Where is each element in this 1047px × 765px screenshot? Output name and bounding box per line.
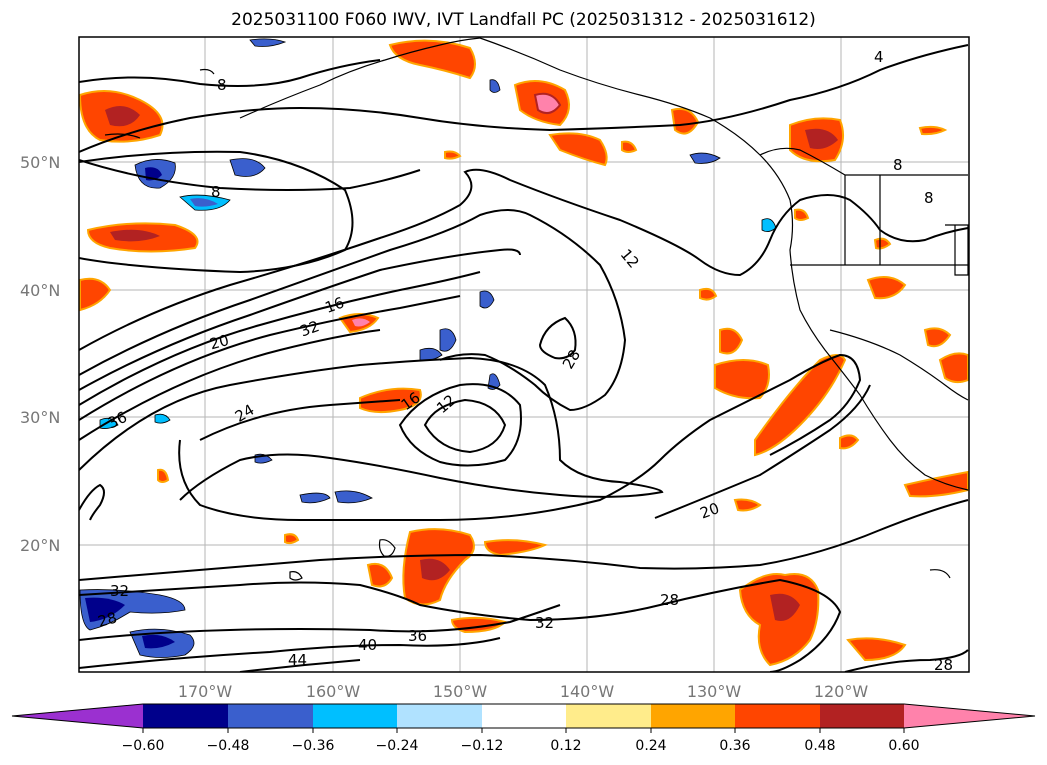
- lon-label: 120°W: [814, 682, 869, 701]
- lat-label: 30°N: [20, 408, 60, 427]
- contour-label: 28: [934, 656, 953, 674]
- map-panel: 4 8 8 8 8 12 12 16 16 20 20 24 28 28 28 …: [78, 36, 970, 674]
- lon-label: 140°W: [560, 682, 615, 701]
- colorbar-tick-label: 0.24: [635, 738, 666, 754]
- contour-label: 32: [535, 614, 554, 632]
- contour-label: 32: [110, 582, 129, 600]
- colorbar-tick-label: −0.48: [207, 738, 250, 754]
- colorbar-segment: [820, 704, 904, 728]
- contour-label: 8: [893, 156, 903, 174]
- contour-label: 4: [874, 48, 884, 66]
- contour-label: 16: [323, 293, 347, 316]
- colorbar-tick-label: −0.24: [376, 738, 419, 754]
- contour-label: 8: [211, 183, 221, 201]
- lat-label: 20°N: [20, 536, 60, 555]
- contour-label: 20: [698, 499, 722, 522]
- colorbar-segment: [566, 704, 651, 728]
- colorbar-tick-label: 0.12: [550, 738, 581, 754]
- colorbar-tick-label: 0.60: [888, 738, 919, 754]
- colorbar-segment: [651, 704, 735, 728]
- colorbar-tick-label: −0.60: [122, 738, 165, 754]
- map-frame: [78, 36, 970, 673]
- colorbar-segment: [12, 704, 143, 728]
- map-title: 2025031100 F060 IWV, IVT Landfall PC (20…: [231, 10, 816, 30]
- longitude-labels: 170°W 160°W 150°W 140°W 130°W 120°W: [178, 682, 869, 701]
- latitude-labels: 50°N 40°N 30°N 20°N: [20, 153, 60, 555]
- colorbar-segment: [482, 704, 566, 728]
- colorbar-tick-label: −0.36: [292, 738, 335, 754]
- positive-anomaly-patches: [79, 39, 969, 667]
- lat-label: 40°N: [20, 281, 60, 300]
- lon-label: 160°W: [306, 682, 361, 701]
- colorbar-tick-label: 0.36: [719, 738, 750, 754]
- contour-label: 44: [288, 651, 307, 669]
- colorbar-segment: [228, 704, 313, 728]
- colorbar-segment: [735, 704, 820, 728]
- lon-label: 170°W: [178, 682, 233, 701]
- contour-label: 32: [298, 317, 322, 340]
- lat-label: 50°N: [20, 153, 60, 172]
- negative-anomaly-patches: [79, 38, 777, 658]
- contour-label: 28: [96, 609, 119, 631]
- contour-label: 8: [924, 189, 934, 207]
- colorbar-tick-label: −0.12: [461, 738, 504, 754]
- iwv-contours: [79, 44, 969, 672]
- contour-label: 36: [408, 627, 427, 645]
- contour-label: 20: [208, 331, 231, 353]
- colorbar-segment: [397, 704, 482, 728]
- colorbar-segment: [313, 704, 397, 728]
- lon-label: 130°W: [687, 682, 742, 701]
- contour-label: 28: [660, 591, 679, 609]
- contour-label: 40: [358, 636, 377, 654]
- colorbar-segment: [143, 704, 228, 728]
- colorbar: −0.60 −0.48 −0.36 −0.24 −0.12 0.12 0.24 …: [11, 703, 1036, 754]
- colorbar-tick-label: 0.48: [804, 738, 835, 754]
- contour-label: 8: [217, 76, 227, 94]
- colorbar-segment: [904, 704, 1035, 728]
- lon-label: 150°W: [433, 682, 488, 701]
